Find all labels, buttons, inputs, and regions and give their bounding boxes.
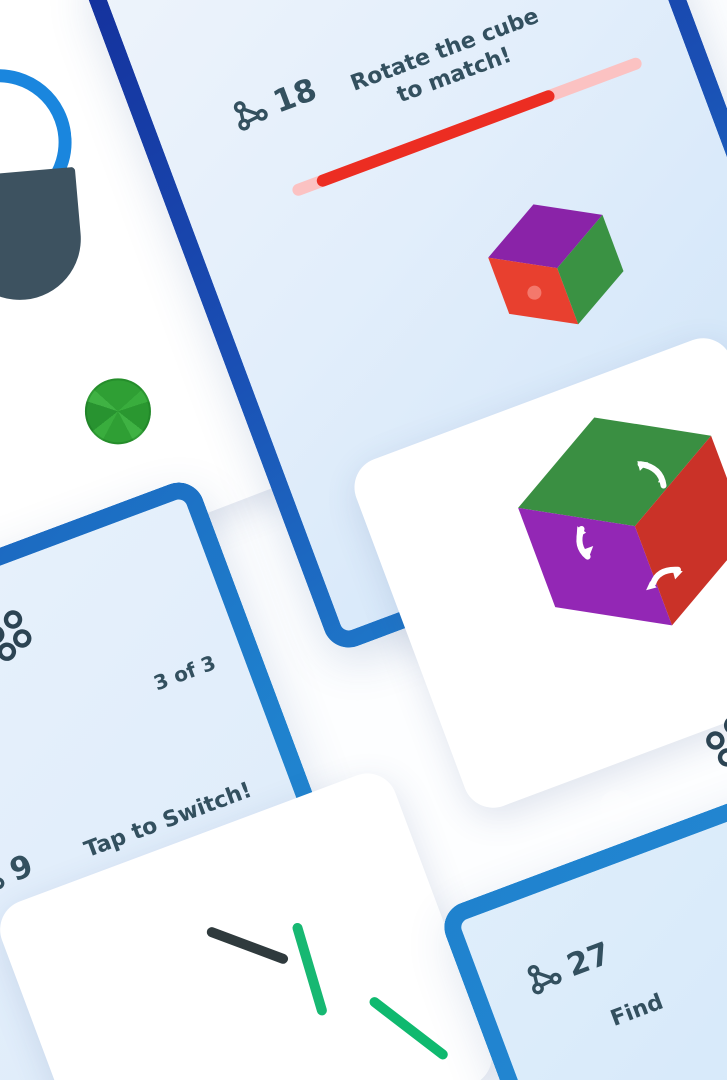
cube-right-face bbox=[634, 435, 727, 626]
decor-circle-small bbox=[565, 828, 577, 840]
graph-triangle-icon bbox=[0, 862, 7, 901]
phone-card-find[interactable]: 27 Find bbox=[436, 747, 727, 1080]
phone-card-rotate-cube[interactable]: 18 Rotate the cube to match! bbox=[77, 0, 727, 655]
stick-green-2[interactable] bbox=[367, 995, 450, 1062]
stick-green-1[interactable] bbox=[291, 921, 329, 1017]
cube-top-face bbox=[518, 417, 712, 527]
stick-dark[interactable] bbox=[205, 925, 290, 966]
green-pinwheel-token[interactable] bbox=[84, 378, 151, 445]
cube-dot-marker bbox=[527, 285, 542, 300]
decor-circle-large bbox=[600, 790, 632, 822]
target-cube[interactable] bbox=[459, 167, 652, 360]
counter-badge-9: 9 bbox=[0, 848, 38, 904]
phone-card-tap-to-switch[interactable]: 3 of 3 9 Tap to Switch! bbox=[0, 475, 436, 1080]
interactive-cube[interactable] bbox=[472, 361, 727, 683]
cube-left-face bbox=[518, 507, 673, 626]
counter-badge-18: 18 bbox=[229, 72, 321, 136]
dark-shield-icon bbox=[0, 166, 86, 306]
counter-badge-27: 27 bbox=[523, 935, 615, 999]
graph-triangle-icon bbox=[524, 957, 564, 996]
phone-card-interactive-cube[interactable] bbox=[345, 329, 727, 817]
four-dots-icon[interactable] bbox=[0, 598, 44, 670]
cube-right-face bbox=[557, 214, 624, 325]
rotation-arrows bbox=[576, 461, 683, 591]
graph-triangle-icon bbox=[230, 93, 270, 132]
cube-top-face bbox=[488, 204, 603, 269]
